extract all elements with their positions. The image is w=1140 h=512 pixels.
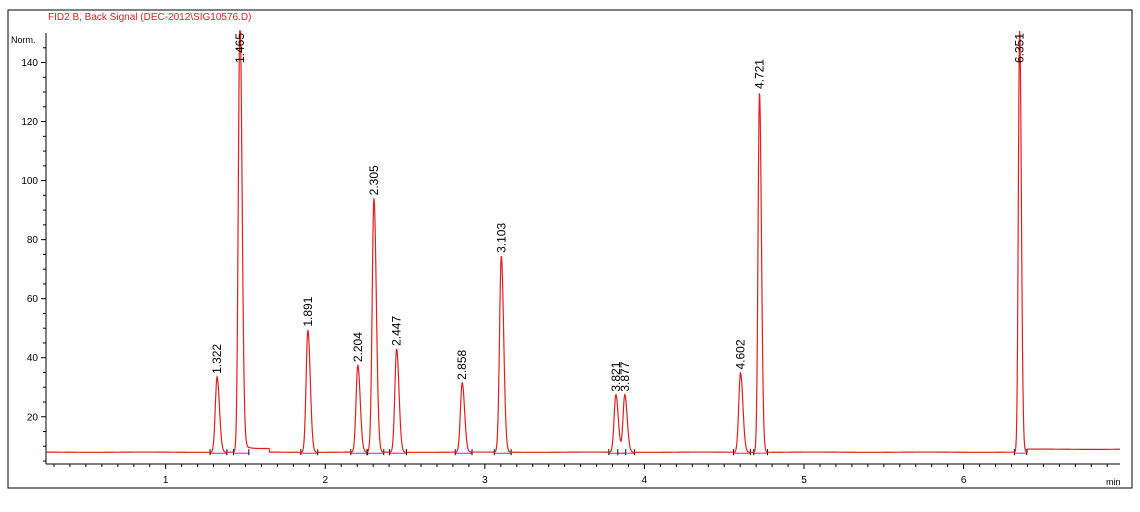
- peak-label: 6.351: [1013, 33, 1027, 63]
- y-tick-label: 140: [21, 58, 38, 69]
- signal-trace: [46, 30, 1120, 453]
- peak-label: 3.103: [494, 223, 508, 253]
- x-tick-label: 5: [801, 475, 807, 486]
- outer-frame: [7, 9, 1133, 489]
- peak-label: 3.821: [609, 361, 623, 391]
- peak-label: 1.465: [233, 33, 247, 63]
- y-tick-label: 60: [27, 294, 39, 305]
- axes-layer: [45, 33, 1120, 465]
- peak-label: 1.891: [301, 296, 315, 326]
- peak-label: 3.877: [618, 361, 632, 391]
- peak-label: 2.305: [367, 165, 381, 195]
- chart-title: FID2 B, Back Signal (DEC-2012\SIG10576.D…: [48, 12, 251, 23]
- ticks-layer: 20 40 60 80 100 120 140 1 2 3 4 5 6: [21, 47, 1108, 486]
- peak-label: 4.602: [734, 339, 748, 369]
- signal-layer: [46, 30, 1120, 453]
- peak-labels-layer: 1.322 1.465 1.891 2.204 2.305 2.447 2.858 3.103…: [210, 33, 1027, 392]
- x-axis-unit-label: min: [1106, 477, 1121, 487]
- x-tick-label: 1: [163, 475, 169, 486]
- peak-label: 4.721: [752, 59, 766, 89]
- x-tick-label: 4: [642, 475, 648, 486]
- peak-label: 2.858: [455, 349, 469, 379]
- y-tick-label: 40: [27, 353, 39, 364]
- y-axis-unit-label: Norm.: [11, 35, 36, 45]
- peak-label: 2.204: [351, 332, 365, 362]
- x-tick-label: 3: [482, 475, 488, 486]
- y-tick-label: 20: [27, 412, 39, 423]
- y-tick-label: 100: [21, 176, 38, 187]
- peak-label: 1.322: [210, 344, 224, 374]
- peak-label: 2.447: [390, 316, 404, 346]
- x-tick-label: 2: [322, 475, 328, 486]
- y-tick-label: 80: [27, 235, 39, 246]
- x-tick-label: 6: [961, 475, 967, 486]
- y-tick-label: 120: [21, 117, 38, 128]
